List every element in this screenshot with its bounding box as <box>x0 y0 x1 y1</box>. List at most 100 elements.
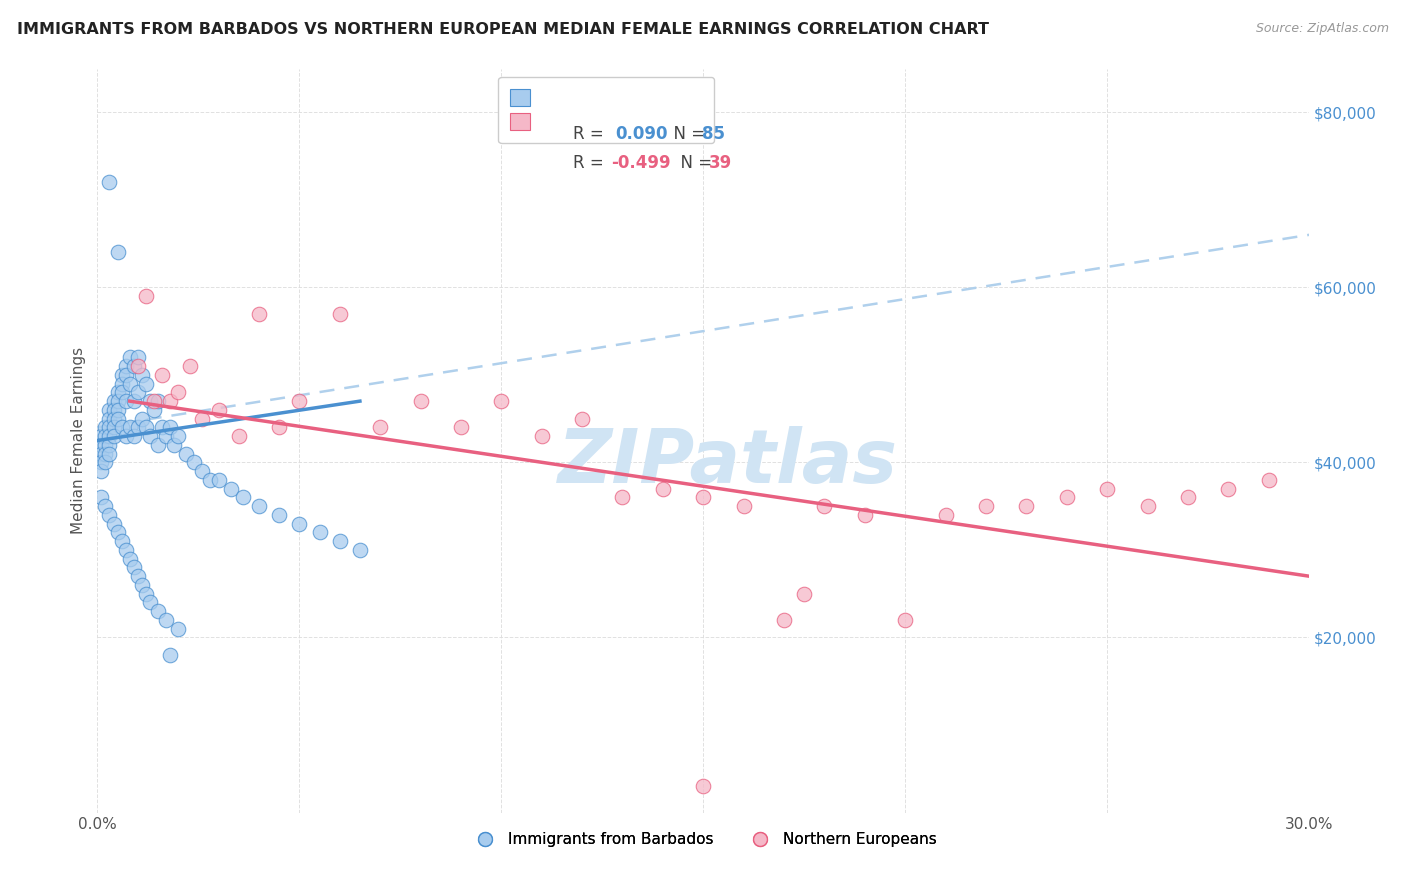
Point <box>155 613 177 627</box>
Point <box>329 307 352 321</box>
Point <box>90 464 112 478</box>
Point <box>232 491 254 505</box>
Point <box>103 420 125 434</box>
Point <box>122 429 145 443</box>
Point <box>142 394 165 409</box>
Point <box>135 376 157 391</box>
Point <box>651 482 673 496</box>
Point <box>571 411 593 425</box>
Point <box>114 429 136 443</box>
Point <box>107 525 129 540</box>
Point <box>118 376 141 391</box>
Point <box>90 429 112 443</box>
Point <box>167 385 190 400</box>
Point <box>94 429 117 443</box>
Text: -0.499: -0.499 <box>610 154 671 172</box>
Point <box>98 175 121 189</box>
Point <box>94 420 117 434</box>
Point <box>368 420 391 434</box>
Point <box>146 604 169 618</box>
Point <box>773 613 796 627</box>
Point <box>90 491 112 505</box>
Point <box>1097 482 1119 496</box>
Point <box>159 394 181 409</box>
Point <box>150 368 173 382</box>
Text: 0.090: 0.090 <box>614 125 668 143</box>
Point <box>98 438 121 452</box>
Point <box>308 525 330 540</box>
Point <box>98 403 121 417</box>
Point <box>122 560 145 574</box>
Point <box>103 429 125 443</box>
Point <box>114 368 136 382</box>
Point <box>247 307 270 321</box>
Point <box>409 394 432 409</box>
Point <box>114 394 136 409</box>
Point <box>118 351 141 365</box>
Point <box>107 245 129 260</box>
Point <box>146 394 169 409</box>
Point <box>103 411 125 425</box>
Point <box>94 455 117 469</box>
Point <box>329 534 352 549</box>
Point <box>90 455 112 469</box>
Point <box>122 359 145 373</box>
Point <box>107 394 129 409</box>
Text: N =: N = <box>662 125 710 143</box>
Point <box>90 447 112 461</box>
Point <box>207 473 229 487</box>
Point <box>94 438 117 452</box>
Point <box>793 587 815 601</box>
Point <box>146 438 169 452</box>
Point <box>127 420 149 434</box>
Point <box>114 359 136 373</box>
Point <box>159 648 181 662</box>
Point <box>207 403 229 417</box>
Point <box>1177 491 1199 505</box>
Point <box>692 779 714 793</box>
Point <box>98 429 121 443</box>
Point <box>1056 491 1078 505</box>
Point <box>135 587 157 601</box>
Point <box>103 394 125 409</box>
Point <box>98 447 121 461</box>
Point <box>98 508 121 522</box>
Point <box>692 491 714 505</box>
Point <box>288 516 311 531</box>
Point <box>1136 499 1159 513</box>
Point <box>110 385 132 400</box>
Point <box>269 420 291 434</box>
Point <box>135 420 157 434</box>
Point <box>974 499 997 513</box>
Point <box>1015 499 1038 513</box>
Point <box>127 385 149 400</box>
Point <box>94 499 117 513</box>
Point <box>813 499 835 513</box>
Point <box>491 394 513 409</box>
Point <box>219 482 242 496</box>
Point <box>98 411 121 425</box>
Point <box>118 551 141 566</box>
Point <box>139 394 162 409</box>
Point <box>191 464 214 478</box>
Point <box>159 420 181 434</box>
Point <box>228 429 250 443</box>
Text: N =: N = <box>669 154 717 172</box>
Point <box>163 438 186 452</box>
Point <box>349 543 371 558</box>
Text: IMMIGRANTS FROM BARBADOS VS NORTHERN EUROPEAN MEDIAN FEMALE EARNINGS CORRELATION: IMMIGRANTS FROM BARBADOS VS NORTHERN EUR… <box>17 22 988 37</box>
Text: Source: ZipAtlas.com: Source: ZipAtlas.com <box>1256 22 1389 36</box>
Point <box>118 420 141 434</box>
Point <box>142 403 165 417</box>
Point <box>200 473 222 487</box>
Point <box>450 420 472 434</box>
Point <box>122 394 145 409</box>
Point <box>269 508 291 522</box>
Point <box>150 420 173 434</box>
Point <box>94 447 117 461</box>
Point <box>935 508 957 522</box>
Point <box>90 438 112 452</box>
Point <box>103 403 125 417</box>
Point <box>127 569 149 583</box>
Point <box>110 420 132 434</box>
